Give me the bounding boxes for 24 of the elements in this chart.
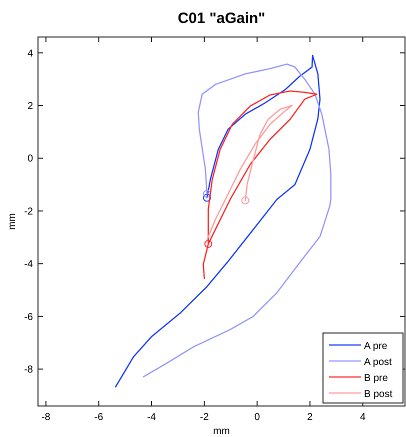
x-tick-label: 0 <box>254 412 260 423</box>
line-series <box>202 90 318 280</box>
x-tick-label: -8 <box>41 412 51 423</box>
line-series <box>114 54 321 388</box>
x-tick-label: 4 <box>360 412 366 423</box>
x-tick-label: 2 <box>307 412 314 423</box>
y-axis-title: mm <box>7 213 18 230</box>
x-tick-label: -6 <box>94 412 104 423</box>
legend-label: B pre <box>364 373 388 384</box>
legend-label: A pre <box>364 341 388 352</box>
x-tick-label: -4 <box>147 412 156 423</box>
y-tick-label: 0 <box>27 154 34 165</box>
legend-label: A post <box>364 357 392 368</box>
y-tick-label: -8 <box>24 364 34 376</box>
legend-label: B post <box>364 389 393 400</box>
y-tick-label: -2 <box>24 206 34 218</box>
y-tick-label: 4 <box>27 48 34 60</box>
x-tick-label: -2 <box>200 412 210 423</box>
line-series <box>142 64 332 378</box>
y-tick-label: 2 <box>27 101 34 112</box>
chart-title: C01 "aGain" <box>178 10 266 27</box>
y-tick-label: -4 <box>24 259 34 270</box>
x-axis-title: mm <box>213 426 230 437</box>
y-tick-label: -6 <box>24 312 34 323</box>
